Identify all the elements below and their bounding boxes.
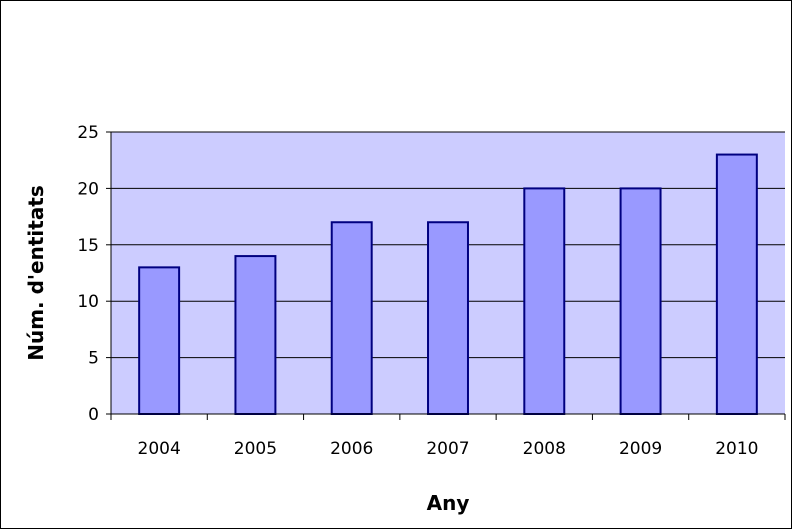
y-tick-label: 25 — [77, 123, 99, 143]
bars — [138, 153, 758, 415]
y-tick-label: 20 — [77, 179, 99, 199]
bar-2010 — [715, 153, 758, 415]
bar-2009 — [619, 187, 662, 415]
x-tick-label: 2007 — [426, 439, 469, 459]
bar-2004 — [138, 266, 181, 415]
bar-2007 — [427, 221, 469, 415]
bar-2006 — [330, 221, 373, 415]
x-tick-label: 2004 — [138, 439, 181, 459]
y-tick-label: 15 — [77, 236, 99, 256]
y-tick-label: 10 — [77, 292, 99, 312]
x-tick-label: 2010 — [715, 439, 758, 459]
x-axis-ticks: 2004 2005 2006 2007 2008 2009 2010 — [110, 414, 786, 459]
x-tick-label: 2006 — [330, 439, 373, 459]
x-tick-label: 2005 — [234, 439, 277, 459]
y-axis-ticks: 0 5 10 15 20 25 — [77, 123, 111, 425]
y-axis-title: Núm. d'entitats — [24, 185, 48, 361]
y-tick-label: 0 — [88, 405, 99, 425]
y-tick-label: 5 — [88, 349, 99, 369]
bar-2005 — [234, 255, 277, 415]
x-axis-title: Any — [427, 491, 470, 515]
bar-2008 — [523, 187, 566, 415]
x-tick-label: 2008 — [523, 439, 566, 459]
x-tick-label: 2009 — [619, 439, 662, 459]
